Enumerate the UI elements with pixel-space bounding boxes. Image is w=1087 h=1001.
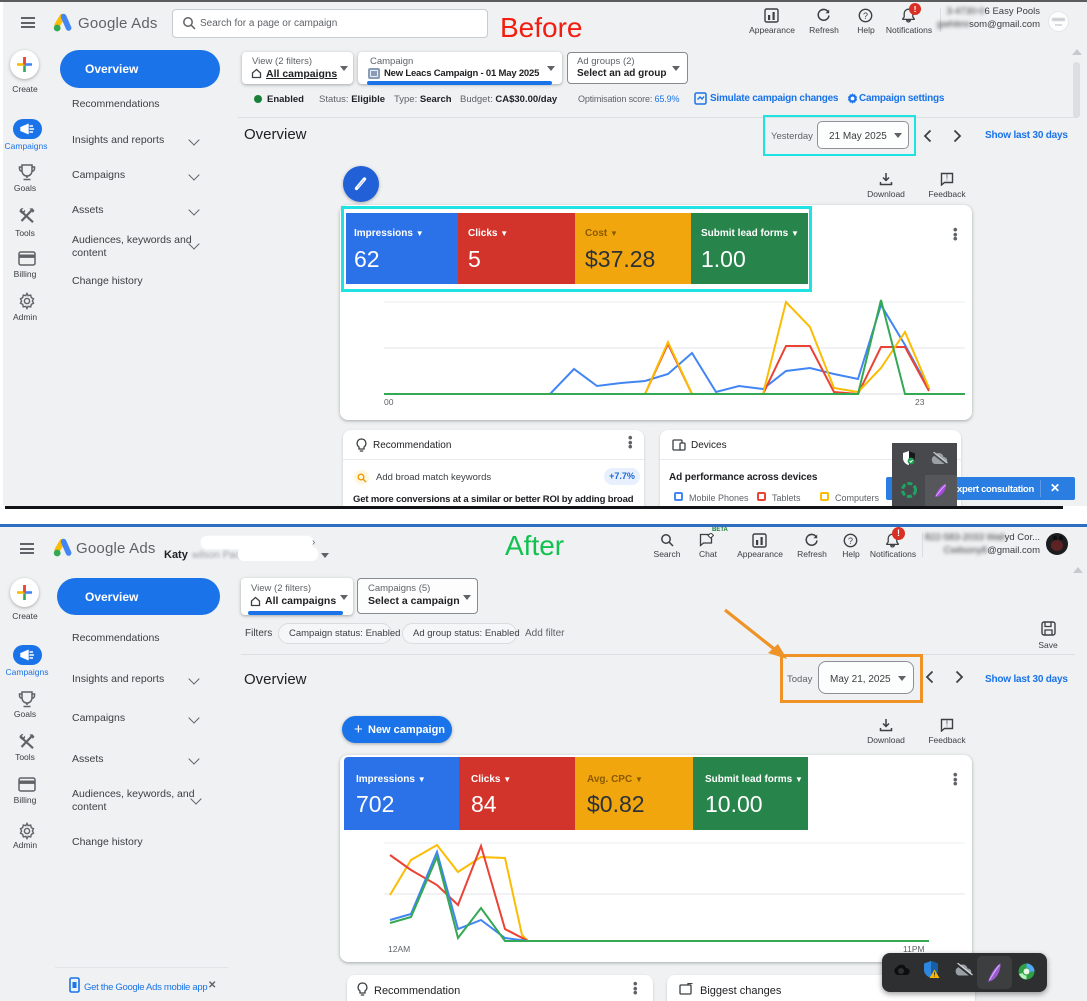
- svg-text:!: !: [946, 720, 948, 729]
- svg-text:!: !: [933, 972, 935, 979]
- svg-text:?: ?: [863, 11, 868, 21]
- svg-text:00: 00: [384, 397, 394, 407]
- svg-text:12AM: 12AM: [388, 944, 410, 954]
- svg-text:?: ?: [848, 536, 853, 546]
- svg-text:11PM: 11PM: [903, 944, 925, 954]
- svg-text:23: 23: [915, 397, 925, 407]
- svg-text:!: !: [946, 174, 948, 183]
